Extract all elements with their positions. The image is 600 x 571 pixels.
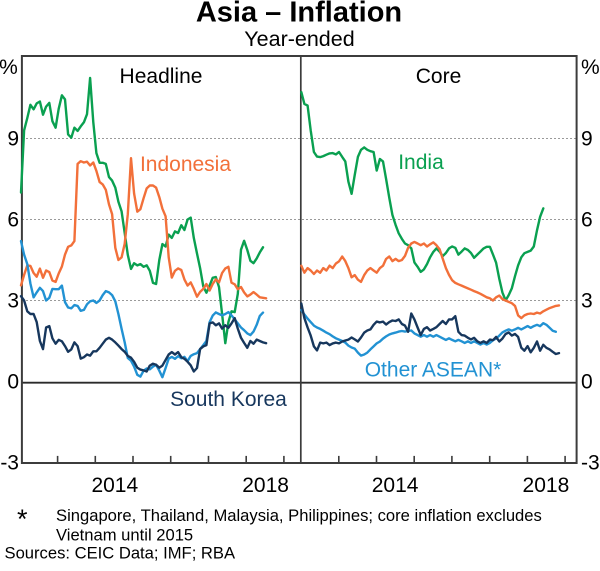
svg-text:2014: 2014 <box>372 474 419 497</box>
svg-text:Year-ended: Year-ended <box>244 27 354 51</box>
svg-text:2014: 2014 <box>91 474 138 497</box>
svg-text:2018: 2018 <box>242 474 289 497</box>
svg-text:South Korea: South Korea <box>170 388 287 411</box>
svg-text:0: 0 <box>7 371 19 394</box>
svg-text:%: % <box>0 56 18 79</box>
svg-text:Sources: CEIC Data; IMF; RBA: Sources: CEIC Data; IMF; RBA <box>5 544 236 563</box>
svg-text:Other ASEAN*: Other ASEAN* <box>365 359 502 382</box>
svg-text:9: 9 <box>7 128 19 151</box>
svg-text:*: * <box>17 504 28 534</box>
svg-text:9: 9 <box>581 128 593 151</box>
svg-text:Vietnam until 2015: Vietnam until 2015 <box>56 526 193 545</box>
svg-text:-3: -3 <box>0 452 19 475</box>
svg-text:-3: -3 <box>581 452 600 475</box>
svg-text:6: 6 <box>7 209 19 232</box>
svg-text:Singapore, Thailand, Malaysia,: Singapore, Thailand, Malaysia, Philippin… <box>56 506 542 525</box>
svg-text:India: India <box>398 151 444 174</box>
svg-text:Headline: Headline <box>120 65 203 88</box>
svg-text:3: 3 <box>7 290 19 313</box>
svg-text:%: % <box>581 56 600 79</box>
svg-text:Asia – Inflation: Asia – Inflation <box>196 0 402 29</box>
svg-text:Indonesia: Indonesia <box>140 153 231 176</box>
svg-text:Core: Core <box>416 65 462 88</box>
svg-text:0: 0 <box>581 371 593 394</box>
svg-text:2018: 2018 <box>523 474 570 497</box>
svg-text:3: 3 <box>581 290 593 313</box>
svg-text:6: 6 <box>581 209 593 232</box>
